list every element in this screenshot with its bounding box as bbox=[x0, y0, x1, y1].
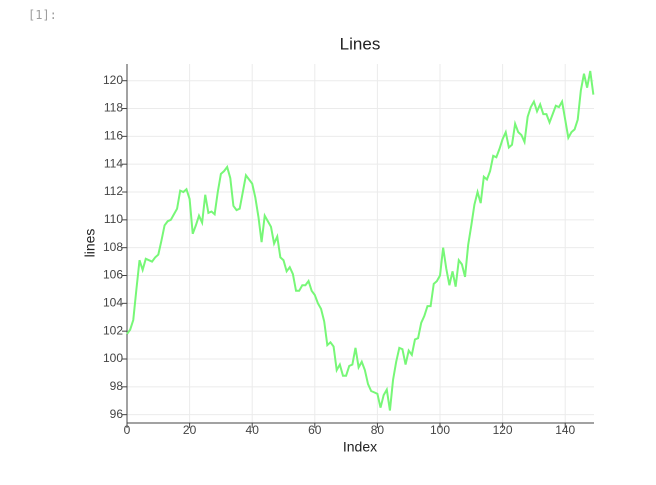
y-tick-label: 96 bbox=[110, 407, 124, 421]
y-tick-label: 100 bbox=[103, 351, 123, 365]
y-tick-label: 108 bbox=[103, 240, 123, 254]
x-tick-label: 0 bbox=[124, 423, 131, 437]
data-line bbox=[126, 70, 595, 411]
y-tick-label: 98 bbox=[110, 379, 124, 393]
x-tick-label: 80 bbox=[371, 423, 385, 437]
x-tick-label: 120 bbox=[493, 423, 513, 437]
y-axis-label: lines bbox=[82, 229, 98, 258]
cell-prompt: [1]: bbox=[28, 8, 57, 22]
y-tick-label: 120 bbox=[103, 73, 123, 87]
x-tick-label: 40 bbox=[246, 423, 260, 437]
chart-title: Lines bbox=[340, 34, 381, 53]
y-tick-label: 106 bbox=[103, 268, 123, 282]
y-tick-label: 104 bbox=[103, 296, 123, 310]
y-tick-label: 116 bbox=[104, 129, 123, 143]
y-tick-label: 102 bbox=[103, 323, 123, 337]
y-tick-label: 112 bbox=[104, 184, 123, 198]
y-tick-label: 110 bbox=[104, 212, 123, 226]
x-axis-label: Index bbox=[343, 439, 377, 455]
x-tick-label: 100 bbox=[430, 423, 450, 437]
x-tick-label: 20 bbox=[183, 423, 197, 437]
y-tick-label: 118 bbox=[104, 101, 123, 115]
x-tick-label: 60 bbox=[308, 423, 322, 437]
y-tick-label: 114 bbox=[104, 156, 123, 170]
x-tick-label: 140 bbox=[555, 423, 575, 437]
